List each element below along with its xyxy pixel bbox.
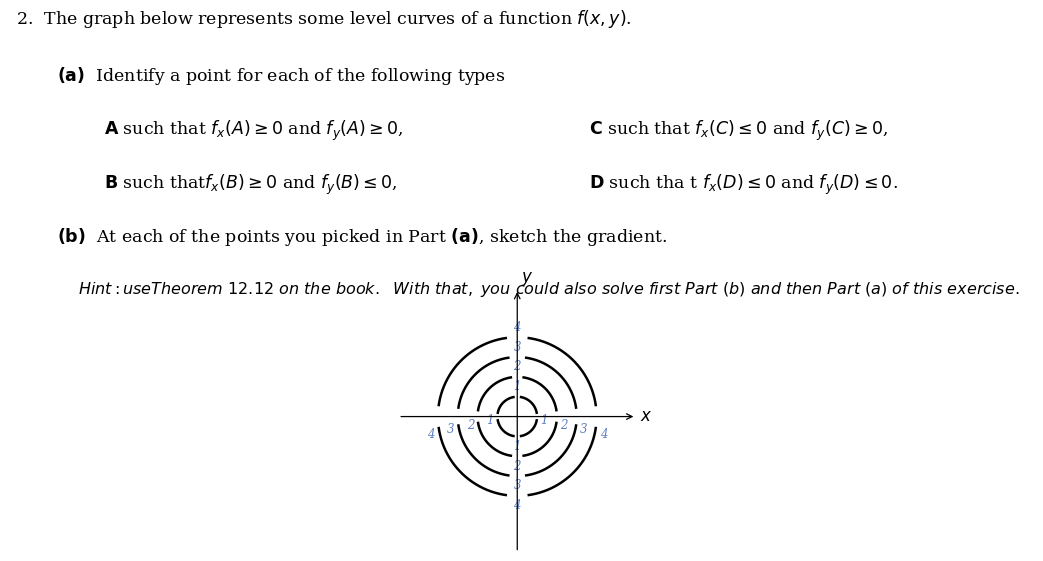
Text: 2: 2 [560,419,567,432]
Text: 2: 2 [466,419,475,432]
Text: 3: 3 [446,423,455,436]
Text: 4: 4 [513,499,522,512]
Text: 1: 1 [513,380,522,393]
Text: $\mathbf{A}$ such that $f_x(A) \geq 0$ and $f_y(A) \geq 0$,: $\mathbf{A}$ such that $f_x(A) \geq 0$ a… [104,118,404,142]
Text: 1: 1 [540,415,548,427]
Text: 1: 1 [513,440,522,453]
Text: 4: 4 [427,427,435,440]
Text: 2: 2 [513,459,522,472]
Text: 4: 4 [513,321,522,334]
Text: $y$: $y$ [520,270,533,288]
Text: $\mathbf{D}$ such tha t $f_x(D) \leq 0$ and $f_y(D) \leq 0$.: $\mathbf{D}$ such tha t $f_x(D) \leq 0$ … [589,172,898,196]
Text: $\mathbf{B}$ such that$f_x(B) \geq 0$ and $f_y(B) \leq 0$,: $\mathbf{B}$ such that$f_x(B) \geq 0$ an… [104,172,398,196]
Text: 1: 1 [486,415,494,427]
Text: $x$: $x$ [640,408,653,425]
Text: $\mathbf{(a)}$  Identify a point for each of the following types: $\mathbf{(a)}$ Identify a point for each… [57,65,506,86]
Text: 3: 3 [513,341,522,353]
Text: 2: 2 [513,361,522,374]
Text: 3: 3 [580,423,587,436]
Text: $\it{Hint: use Theorem\ 12.12\ on\ the\ book.}$$\it{\ \ With\ that,\ you\ could\: $\it{Hint: use Theorem\ 12.12\ on\ the\ … [78,280,1020,299]
Text: 2.  The graph below represents some level curves of a function $f(x,y)$.: 2. The graph below represents some level… [16,8,631,30]
Text: 4: 4 [600,427,607,440]
Text: $\mathbf{(b)}$  At each of the points you picked in Part $\mathbf{(a)}$, sketch : $\mathbf{(b)}$ At each of the points you… [57,226,668,248]
Text: 3: 3 [513,480,522,493]
Text: $\mathbf{C}$ such that $f_x(C) \leq 0$ and $f_y(C) \geq 0$,: $\mathbf{C}$ such that $f_x(C) \leq 0$ a… [589,118,889,142]
